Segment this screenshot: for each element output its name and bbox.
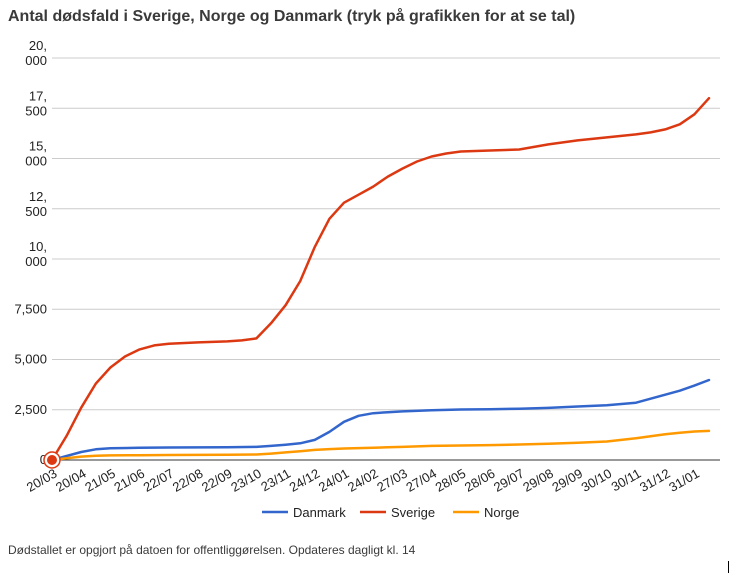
legend-label: Norge	[484, 505, 519, 520]
y-tick-label: 2,500	[14, 402, 47, 417]
start-marker[interactable]	[43, 451, 61, 469]
x-tick-label: 30/11	[609, 466, 644, 495]
line-chart[interactable]: 02,5005,0007,50010,00012,50015,00017,500…	[0, 0, 731, 535]
y-tick-label: 7,500	[14, 301, 47, 316]
legend-label: Danmark	[293, 505, 346, 520]
x-tick-label: 31/01	[666, 466, 702, 495]
x-axis-labels: 20/0320/0421/0521/0622/0722/0822/0923/10…	[24, 466, 702, 495]
y-tick-label: 10, 000	[25, 239, 47, 269]
series-line-norge[interactable]	[50, 429, 711, 462]
y-tick-label: 12, 500	[25, 189, 47, 219]
series-line-danmark[interactable]	[50, 378, 711, 462]
y-tick-label: 17, 500	[25, 88, 47, 118]
text-cursor	[728, 561, 729, 573]
chart-title: Antal dødsfald i Sverige, Norge og Danma…	[8, 8, 576, 25]
legend: Danmark Sverige Norge	[262, 505, 519, 520]
y-tick-label: 15, 000	[25, 139, 47, 169]
y-tick-label: 20, 000	[25, 38, 47, 68]
legend-label: Sverige	[391, 505, 435, 520]
y-tick-label: 5,000	[14, 352, 47, 367]
y-axis-labels: 02,5005,0007,50010,00012,50015,00017,500…	[14, 38, 47, 467]
focus-marker-dot[interactable]	[47, 455, 57, 465]
gridlines	[52, 57, 720, 461]
x-tick-label: 23/11	[258, 466, 293, 495]
series-line-sverige[interactable]	[50, 96, 711, 462]
footer-note: Dødstallet er opgjort på datoen for offe…	[8, 543, 416, 557]
series-lines[interactable]	[50, 96, 711, 462]
